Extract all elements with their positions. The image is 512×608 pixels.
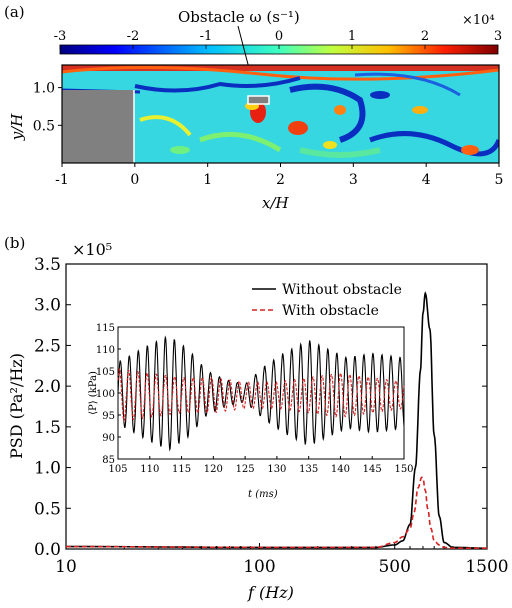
psd-plot-frame xyxy=(65,263,488,550)
psd-ytick-label: 3.0 xyxy=(34,296,61,316)
inset-ytick-label: 95 xyxy=(102,411,115,422)
panel-a: (a) -3 -2 -1 0 1 2 3 ×10⁴ Obstacle ω (s⁻¹) xyxy=(4,3,503,212)
panel-a-xtick-label: 0 xyxy=(130,172,139,188)
panel-a-label: (a) xyxy=(4,3,25,21)
inset-xtick-label: 135 xyxy=(299,464,318,475)
psd-line-with-obstacle xyxy=(66,476,487,549)
inset-xtick-label: 145 xyxy=(363,464,382,475)
inset-line-without-obstacle xyxy=(117,335,405,452)
panel-b-label: (b) xyxy=(4,234,25,252)
colorbar-tick-label: 0 xyxy=(275,29,283,44)
colorbar-tick-label: -3 xyxy=(54,29,67,44)
inset-xtick-label: 110 xyxy=(140,464,159,475)
inset-ytick-label: 105 xyxy=(96,367,115,378)
panel-a-xlabel: x/H xyxy=(262,194,290,212)
inset-xlabel: t (ms) xyxy=(248,489,278,500)
inset-ytick-label: 100 xyxy=(96,389,115,400)
panel-a-ylabel: y/H xyxy=(8,113,26,142)
inset-xtick-label: 105 xyxy=(108,464,127,475)
obstacle-marker xyxy=(247,95,270,105)
inset-xtick-label: 125 xyxy=(236,464,255,475)
inset-frame xyxy=(117,326,405,460)
panel-b-xlabel: f (Hz) xyxy=(247,583,294,602)
psd-ytick-label: 2.0 xyxy=(34,377,61,397)
colorbar-tick-label: 2 xyxy=(421,29,429,44)
psd-ytick-label: 1.5 xyxy=(34,418,61,438)
panel-b-ylabel: PSD (Pa²/Hz) xyxy=(7,353,26,459)
psd-xtick-label: 1500 xyxy=(465,557,508,577)
colorbar-ticks: -3 -2 -1 0 1 2 3 xyxy=(54,29,502,49)
panel-a-xtick-label: 1 xyxy=(203,172,212,188)
colorbar-multiplier: ×10⁴ xyxy=(462,13,495,28)
colorbar-tick-label: 1 xyxy=(348,29,356,44)
inset-ytick-label: 115 xyxy=(96,323,115,334)
colorbar-tick-label: -2 xyxy=(127,29,140,44)
inset-line-with-obstacle xyxy=(117,368,405,422)
inset-xtick-label: 140 xyxy=(331,464,350,475)
panel-a-xtick-label: 5 xyxy=(495,172,504,188)
panel-a-ytick-label: 0.5 xyxy=(33,118,55,134)
colorbar-title: Obstacle ω (s⁻¹) xyxy=(178,8,300,26)
psd-series xyxy=(66,291,487,549)
psd-ytick-label: 3.5 xyxy=(34,255,61,275)
inset-ylabel: ⟨P⟩ (kPa) xyxy=(88,371,99,415)
inset-xtick-label: 115 xyxy=(172,464,191,475)
inset-series xyxy=(117,335,405,452)
inset-ytick-label: 85 xyxy=(102,455,115,466)
inset-ytick-label: 110 xyxy=(96,345,115,356)
psd-line-without-obstacle xyxy=(66,291,487,549)
panel-a-xtick-label: 3 xyxy=(349,172,358,188)
inset-ytick-label: 90 xyxy=(102,433,115,444)
inset-xtick-label: 150 xyxy=(394,464,413,475)
psd-ytick-label: 2.5 xyxy=(34,336,61,356)
psd-ytick-label: 1.0 xyxy=(34,459,61,479)
panel-b-multiplier: ×10⁵ xyxy=(72,240,112,259)
inset-xtick-label: 120 xyxy=(204,464,223,475)
colorbar-tick-label: -1 xyxy=(200,29,213,44)
panel-a-xtick-label: 2 xyxy=(276,172,285,188)
panel-a-xtick-label: -1 xyxy=(55,172,69,188)
vortex-structures xyxy=(62,65,499,158)
inset-xtick-label: 130 xyxy=(267,464,286,475)
legend-label-with: With obstacle xyxy=(282,303,379,319)
legend: Without obstacle With obstacle xyxy=(252,282,402,319)
panel-b-axes: 0.0 0.5 1.0 1.5 2.0 2.5 3.0 3.5 10 100 500 1500 xyxy=(34,255,509,577)
psd-xtick-label: 10 xyxy=(55,557,77,577)
legend-label-without: Without obstacle xyxy=(282,282,402,298)
colorbar: -3 -2 -1 0 1 2 3 ×10⁴ Obstacle ω (s⁻¹) xyxy=(54,8,502,96)
panel-a-xtick-label: 4 xyxy=(422,172,431,188)
wall-step xyxy=(62,90,134,163)
psd-xtick-label: 100 xyxy=(243,557,275,577)
panel-b: (b) ×10⁵ 0.0 0.5 1.0 1.5 2.0 2.5 3.0 3.5 10 100 50… xyxy=(4,234,509,602)
psd-ytick-label: 0.0 xyxy=(34,540,61,560)
vorticity-field xyxy=(61,64,500,164)
panel-a-axes: -1 0 1 2 3 4 5 1.0 0.5 xyxy=(33,81,504,188)
colorbar-tick-label: 3 xyxy=(494,29,502,44)
psd-ytick-label: 0.5 xyxy=(34,499,61,519)
panel-a-ytick-label: 1.0 xyxy=(33,81,55,97)
psd-xtick-label: 500 xyxy=(378,557,410,577)
